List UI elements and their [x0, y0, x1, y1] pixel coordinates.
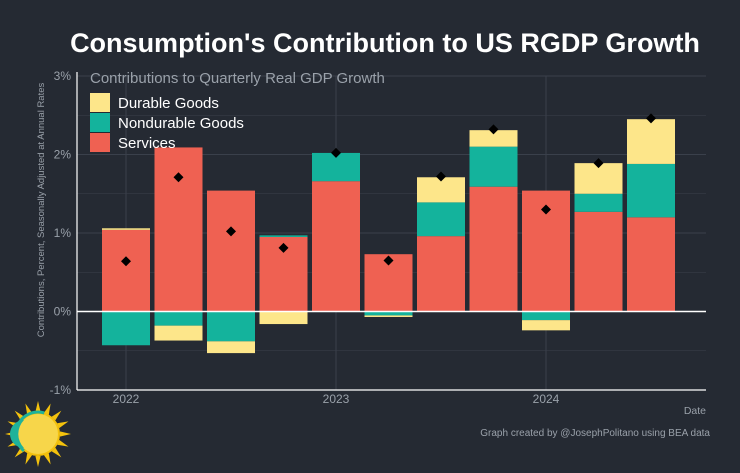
bar-durable-goods — [259, 311, 308, 325]
bar-services — [312, 181, 360, 312]
x-tick-label: 2024 — [533, 392, 560, 406]
total-marker — [436, 171, 446, 182]
bar-services — [574, 211, 623, 312]
legend-label: Nondurable Goods — [118, 115, 244, 132]
bar-services — [469, 186, 518, 312]
total-marker — [331, 147, 341, 158]
bar-durable-goods — [574, 163, 623, 194]
bar-nondurable-goods — [154, 311, 203, 326]
total-marker — [383, 255, 394, 266]
total-marker — [646, 113, 656, 124]
total-marker — [593, 158, 604, 169]
bar-nondurable-goods — [574, 193, 623, 212]
bar-nondurable-goods — [627, 163, 675, 218]
sun-logo — [5, 401, 71, 467]
bar-nondurable-goods — [417, 202, 465, 237]
total-marker — [173, 172, 184, 183]
y-tick-label: -1% — [50, 383, 72, 397]
bar-services — [102, 229, 150, 312]
chart-subtitle: Contributions to Quarterly Real GDP Grow… — [90, 70, 385, 87]
bar-services — [154, 147, 203, 312]
total-markers — [121, 113, 656, 267]
bar-durable-goods — [207, 341, 255, 354]
legend-label: Durable Goods — [118, 95, 219, 112]
bar-durable-goods — [627, 119, 675, 164]
legend-label: Services — [118, 135, 176, 152]
axes: -1% 0% 1% 2% 3% 2022 2023 2024 — [50, 69, 706, 406]
y-tick-label: 2% — [54, 148, 72, 162]
x-axis-label: Date — [684, 405, 706, 417]
y-tick-label: 1% — [54, 226, 72, 240]
bar-services — [627, 217, 675, 312]
legend-swatch — [90, 113, 110, 132]
total-marker — [278, 242, 289, 253]
bar-services — [417, 236, 465, 312]
total-marker — [226, 226, 236, 237]
bar-nondurable-goods — [522, 311, 570, 321]
bar-durable-goods — [102, 228, 150, 230]
y-axis-label: Contributions, Percent, Seasonally Adjus… — [36, 82, 47, 337]
bar-services — [207, 190, 255, 312]
total-marker — [121, 256, 131, 267]
bar-durable-goods — [154, 325, 203, 341]
total-marker — [488, 124, 499, 135]
y-tick-label: 3% — [54, 69, 72, 83]
total-marker — [541, 204, 551, 215]
bar-nondurable-goods — [102, 311, 150, 346]
legend-swatch — [90, 93, 110, 112]
x-tick-label: 2022 — [113, 392, 140, 406]
y-tick-label: 0% — [54, 305, 72, 319]
bar-durable-goods — [469, 130, 518, 147]
legend-swatch — [90, 133, 110, 152]
credit-note: Graph created by @JosephPolitano using B… — [480, 428, 710, 439]
chart-title: Consumption's Contribution to US RGDP Gr… — [70, 28, 700, 58]
x-tick-label: 2023 — [323, 392, 350, 406]
bar-nondurable-goods — [207, 311, 255, 342]
bar-nondurable-goods — [469, 146, 518, 187]
legend: Durable Goods Nondurable Goods Services — [90, 93, 244, 152]
bar-nondurable-goods — [259, 235, 308, 237]
bar-nondurable-goods — [364, 311, 413, 316]
bar-durable-goods — [522, 320, 570, 331]
bar-durable-goods — [364, 315, 413, 317]
